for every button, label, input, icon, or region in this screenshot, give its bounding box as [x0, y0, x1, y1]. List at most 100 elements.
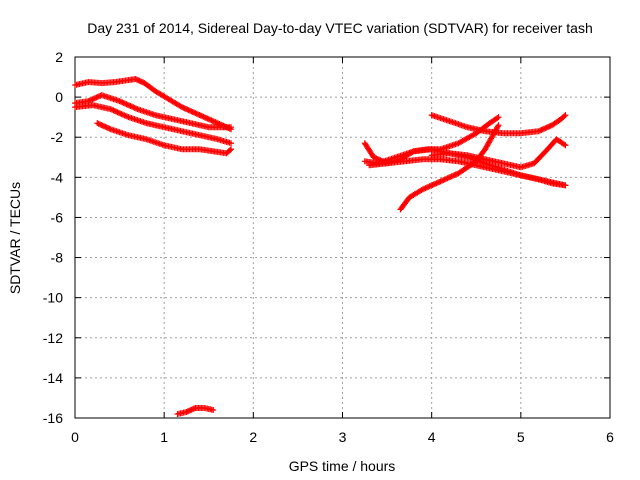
data-point — [205, 116, 212, 123]
data-point — [192, 110, 199, 117]
data-point — [107, 106, 114, 113]
data-point — [117, 98, 124, 105]
data-point — [94, 93, 101, 100]
data-point — [193, 110, 200, 117]
data-point — [114, 109, 121, 116]
data-point — [561, 113, 568, 120]
data-point — [425, 183, 432, 190]
data-point — [445, 174, 452, 181]
data-point — [419, 186, 426, 193]
y-tick-label: -6 — [51, 209, 64, 225]
y-tick-label: -8 — [51, 250, 64, 266]
data-point — [116, 98, 123, 105]
data-point — [197, 112, 204, 119]
data-point — [535, 128, 542, 135]
x-tick-label: 1 — [160, 429, 168, 445]
data-point — [117, 110, 124, 117]
data-point — [180, 104, 187, 111]
x-tick-label: 4 — [428, 429, 436, 445]
y-axis-label: SDTVAR / TECUs — [7, 182, 23, 294]
data-point — [133, 105, 140, 112]
data-point — [196, 111, 203, 118]
data-point — [204, 115, 211, 122]
y-tick-label: -10 — [43, 290, 63, 306]
data-point — [228, 140, 235, 147]
grid — [75, 57, 610, 418]
data-point — [99, 122, 106, 129]
data-point — [113, 108, 120, 115]
data-point — [430, 181, 437, 188]
data-point — [441, 176, 448, 183]
y-tick-label: 0 — [55, 89, 63, 105]
data-point — [440, 177, 447, 184]
x-tick-label: 0 — [71, 429, 79, 445]
data-point — [181, 105, 188, 112]
data-point — [191, 109, 198, 116]
data-point — [201, 114, 208, 121]
data-point — [123, 101, 130, 108]
data-point — [543, 124, 550, 131]
data-point — [98, 121, 105, 128]
series-arc-11 — [397, 122, 502, 213]
series-arc-3 — [72, 102, 235, 147]
data-point — [562, 142, 569, 149]
data-point — [426, 183, 433, 190]
x-tick-label: 5 — [517, 429, 525, 445]
data-point — [433, 180, 440, 187]
data-point — [111, 107, 118, 114]
series-arc-10 — [428, 136, 569, 171]
data-point — [122, 112, 129, 119]
x-tick-label: 3 — [339, 429, 347, 445]
axis-ticks: 0 1 2 3 4 5 6 2 0 -2 -4 -6 -8 -10 -12 -14 -16 — [43, 49, 614, 445]
data-point — [436, 178, 443, 185]
data-point — [208, 117, 215, 124]
data-point — [189, 108, 196, 115]
y-tick-label: -12 — [43, 330, 63, 346]
data-point — [228, 146, 235, 153]
data-point — [89, 96, 96, 103]
data-points — [72, 76, 569, 417]
series-arc-5 — [174, 404, 217, 417]
data-point — [203, 114, 210, 121]
data-point — [209, 117, 216, 124]
data-point — [432, 180, 439, 187]
data-point — [538, 127, 545, 134]
data-point — [226, 147, 233, 154]
data-point — [200, 113, 207, 120]
data-point — [539, 126, 546, 133]
y-tick-label: -4 — [51, 169, 64, 185]
series-arc-1 — [72, 76, 235, 133]
data-point — [122, 100, 129, 107]
data-point — [546, 123, 553, 130]
data-point — [423, 184, 430, 191]
data-point — [90, 95, 97, 102]
series-arc-4 — [94, 120, 235, 157]
data-point — [228, 124, 235, 131]
data-point — [110, 107, 117, 114]
y-tick-label: -14 — [43, 370, 63, 386]
data-point — [211, 118, 218, 125]
data-point — [447, 174, 454, 181]
data-point — [437, 178, 444, 185]
data-point — [561, 141, 568, 148]
data-point — [562, 112, 569, 119]
data-point — [102, 123, 109, 130]
data-point — [421, 185, 428, 192]
data-point — [187, 107, 194, 114]
data-point — [562, 182, 569, 189]
data-point — [207, 116, 214, 123]
data-point — [494, 115, 501, 122]
x-tick-label: 6 — [606, 429, 614, 445]
data-point — [124, 113, 131, 120]
data-point — [115, 109, 122, 116]
data-point — [120, 111, 127, 118]
data-point — [443, 175, 450, 182]
data-point — [106, 125, 113, 132]
data-point — [212, 119, 219, 126]
data-point — [542, 125, 549, 132]
data-point — [422, 185, 429, 192]
series-arc-2 — [72, 92, 235, 131]
data-point — [95, 120, 102, 127]
data-point — [434, 179, 441, 186]
data-point — [103, 124, 110, 131]
